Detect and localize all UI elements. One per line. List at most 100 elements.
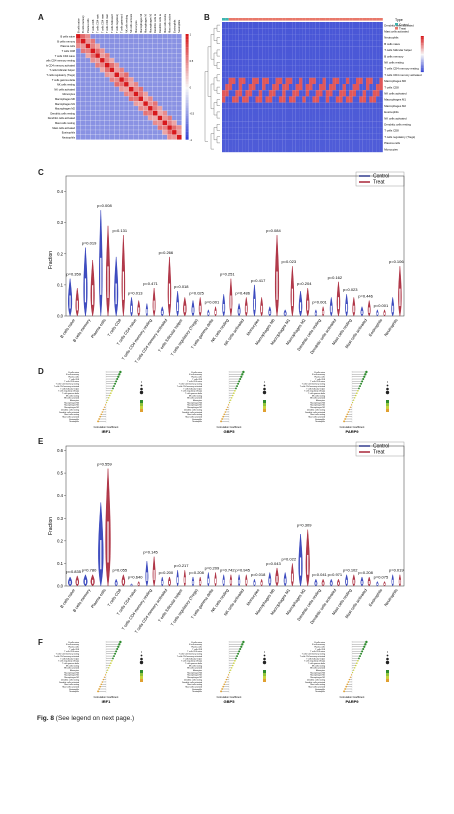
panel-c-violin-box: [276, 271, 278, 300]
panel-a-cell: [109, 105, 115, 111]
panel-d-row-label: Plasma cells: [314, 377, 325, 379]
panel-a-cell: [80, 33, 86, 39]
panel-b-cell: [376, 121, 380, 128]
panel-a-legend-gradient-step: [185, 68, 189, 72]
panel-b-cell: [356, 133, 360, 140]
panel-c-violin-box: [138, 307, 140, 313]
panel-f-axis-label: Correlation Coefficient: [340, 696, 365, 699]
panel-a-cell: [162, 105, 168, 111]
panel-b-cell: [255, 121, 259, 128]
panel-b-cell: [332, 46, 336, 53]
panel-b-cell: [238, 71, 243, 78]
panel-b-cell: [366, 121, 370, 128]
panel-a-cell: [109, 43, 115, 49]
panel-a-cell: [157, 33, 163, 39]
panel-b-cell: [282, 127, 286, 134]
panel-b-cell: [235, 84, 239, 91]
panel-a-cell: [128, 101, 134, 107]
panel-f-row-label: Neutrophils: [69, 690, 79, 693]
panel-b-cell: [332, 108, 336, 115]
panel-b-cell: [242, 40, 246, 47]
panel-b-cell: [278, 102, 283, 109]
panel-b-cell: [282, 96, 286, 103]
panel-b-type-bar-cell: [275, 18, 279, 21]
panel-b-cell: [292, 59, 296, 66]
panel-f-legend-swatch: [263, 670, 266, 673]
panel-a-cell: [171, 33, 177, 39]
panel-b-cell: [342, 121, 346, 128]
panel-a-cell: [104, 53, 110, 59]
panel-b-scale-step: [420, 52, 424, 55]
panel-b-cell: [228, 40, 233, 47]
panel-b-type-bar-cell: [362, 18, 367, 21]
panel-b-cell: [345, 22, 350, 29]
panel-b-cell: [329, 46, 333, 53]
panel-b-cell: [305, 59, 310, 66]
panel-b-cell: [329, 139, 333, 146]
panel-b-cell: [332, 84, 336, 91]
panel-a-cell: [176, 120, 182, 126]
panel-b-cell: [232, 46, 236, 53]
panel-b-cell: [275, 102, 279, 109]
panel-a-cell: [109, 57, 115, 63]
panel-b-cell: [278, 146, 283, 153]
panel-d-row-label: NK cells activated: [310, 397, 325, 400]
panel-a-cell: [143, 96, 149, 102]
panel-a-cell: [167, 101, 173, 107]
panel-a-cell: [147, 38, 153, 44]
panel-f-row-label: B cells naive: [314, 642, 325, 644]
panel-b-cell: [329, 28, 333, 35]
panel-b-cell: [352, 102, 356, 109]
panel-b-cell: [379, 59, 383, 66]
panel-a-cell: [162, 72, 168, 78]
panel-a-cell: [114, 120, 120, 126]
panel-d-dot: [225, 408, 228, 411]
panel-a-cell: [143, 120, 149, 126]
panel-b-cell: [349, 102, 353, 109]
panel-e-violin-box: [138, 583, 140, 586]
panel-b-row-label: Eosinophils: [384, 110, 399, 114]
panel-e-violin-box: [291, 573, 293, 582]
panel-a-cell: [162, 129, 168, 135]
panel-b-cell: [356, 146, 360, 153]
panel-f-row-label: T cells CD4 memory activated: [177, 655, 202, 658]
panel-f-row-label: Mast cells resting: [187, 683, 202, 686]
panel-b-cell: [359, 77, 363, 84]
panel-f-dot: [111, 659, 113, 662]
panel-b-cell: [235, 77, 239, 84]
panel-a-cell: [90, 81, 96, 87]
panel-b-cell: [238, 133, 243, 140]
panel-a-cell: [119, 53, 125, 59]
panel-b-cell: [335, 34, 340, 41]
panel-f-dot: [224, 681, 227, 683]
panel-f-dot: [114, 652, 117, 655]
panel-c-category-label: Monocytes: [245, 318, 260, 337]
panel-b-cell: [302, 34, 306, 41]
panel-b-cell: [289, 115, 293, 122]
panel-b-cell: [352, 133, 356, 140]
panel-a-cell: [167, 53, 173, 59]
panel-label-f: F: [38, 638, 43, 647]
panel-d-legend-size: [140, 384, 143, 387]
panel-b-cell: [369, 40, 373, 47]
panel-f-row-label: Mast cells activated: [186, 685, 203, 688]
panel-b-cell: [325, 46, 330, 53]
panel-d-axis-label: Correlation Coefficient: [217, 426, 242, 429]
panel-b-cell: [245, 53, 249, 60]
panel-b-cell: [275, 90, 279, 97]
panel-a-row-label: Macrophages M0: [55, 97, 76, 101]
panel-a-cell: [75, 86, 81, 92]
panel-b-cell: [372, 139, 377, 146]
panel-b-cell: [312, 90, 316, 97]
panel-a-cell: [99, 134, 105, 140]
panel-b-cell: [376, 139, 380, 146]
panel-a-cell: [119, 101, 125, 107]
panel-b-type-bar-cell: [299, 18, 303, 21]
panel-b-row-label: Monocytes: [384, 147, 398, 151]
panel-b-scale-step: [420, 50, 424, 52]
panel-a-cell: [104, 72, 110, 78]
panel-f-row-label: Monocytes: [316, 669, 325, 672]
panel-d-legend-size: [140, 387, 143, 391]
panel-f-dot: [101, 681, 104, 683]
